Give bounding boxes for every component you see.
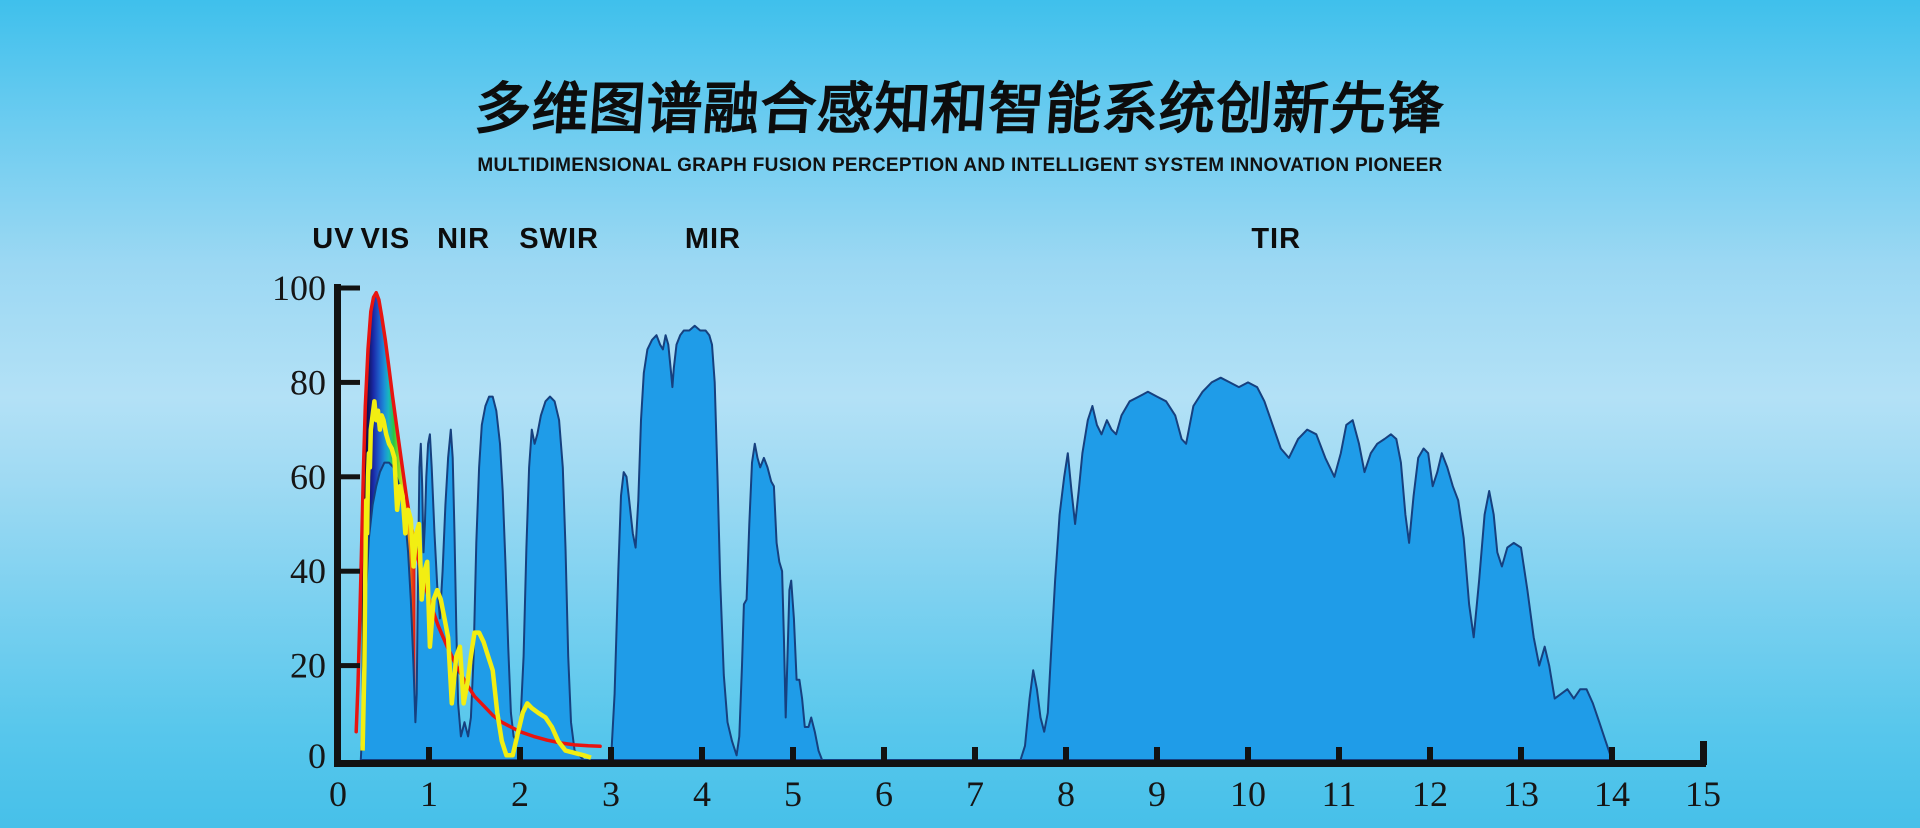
solar-spectrum-line [360,399,592,760]
page-subtitle: MULTIDIMENSIONAL GRAPH FUSION PERCEPTION… [477,155,1443,176]
band-label-uv: UV [312,223,354,255]
x-axis-tick [1336,747,1342,760]
band-label-swir: SWIR [519,223,599,255]
y-axis-tick [341,663,360,669]
x-axis-tick [1154,747,1160,760]
y-axis-line [334,284,341,767]
x-axis-tick [699,747,705,760]
y-axis-tick-label: 40 [290,551,326,591]
y-axis-tick-label: 0 [308,736,326,776]
x-axis-tick-label: 7 [966,774,984,814]
x-axis-tick-label: 14 [1594,774,1630,814]
x-axis-tick [790,747,796,760]
transmission-windows-area [359,324,1613,761]
x-axis-tick-label: 1 [420,774,438,814]
y-axis-tick [341,285,360,291]
x-axis-tick-label: 8 [1057,774,1075,814]
x-axis-tick-label: 2 [511,774,529,814]
band-label-mir: MIR [685,223,741,255]
x-axis-tick [881,747,887,760]
x-axis-tick-label: 3 [602,774,620,814]
x-axis-tick-label: 11 [1322,774,1357,814]
x-axis-tick-label: 5 [784,774,802,814]
x-axis-tick [1609,747,1615,760]
x-axis-tick-label: 15 [1685,774,1721,814]
y-axis-tick-label: 20 [290,646,326,686]
x-axis-tick-label: 0 [329,774,347,814]
y-axis-tick [341,568,360,574]
x-axis-tick [608,747,614,760]
x-axis-tick [1518,747,1524,760]
x-axis-tick-label: 9 [1148,774,1166,814]
y-axis-tick-label: 80 [290,362,326,402]
x-axis-tick-label: 12 [1412,774,1448,814]
band-label-nir: NIR [437,223,490,255]
x-axis-end-cap [1700,741,1707,765]
x-axis-tick-label: 10 [1230,774,1266,814]
x-axis-tick [972,747,978,760]
x-axis-line [334,760,1706,767]
band-label-vis: VIS [360,223,410,255]
y-axis-tick [341,474,360,480]
x-axis-tick-label: 6 [875,774,893,814]
x-axis-tick [517,747,523,760]
x-axis-tick [1245,747,1251,760]
y-axis-tick-label: 60 [290,457,326,497]
x-axis-tick-label: 13 [1503,774,1539,814]
y-axis-tick-label: 100 [272,268,326,308]
x-axis-tick [1427,747,1433,760]
x-axis-tick-label: 4 [693,774,711,814]
x-axis-tick [1063,747,1069,760]
y-axis-tick [341,379,360,385]
band-label-tir: TIR [1251,223,1301,255]
x-axis-tick [426,747,432,760]
